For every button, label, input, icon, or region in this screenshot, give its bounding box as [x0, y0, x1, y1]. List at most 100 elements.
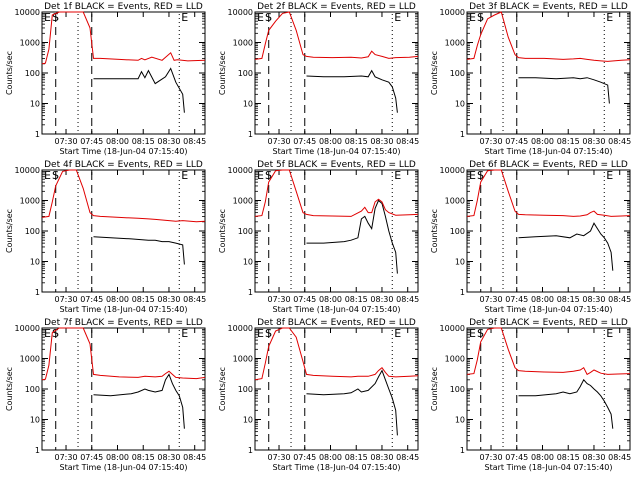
x-axis-label: Start Time (18-Jun-04 07:15:40): [273, 463, 401, 472]
marker-label-start: E: [257, 169, 264, 182]
y-tick-label: 10: [30, 100, 40, 109]
lld-series-line: [466, 11, 631, 62]
y-axis-label: Counts/sec: [430, 209, 439, 253]
y-axis-label: Counts/sec: [430, 367, 439, 411]
subplot-5: Det 5f BLACK = Events, RED = LLD 1 10 100 10…: [218, 160, 419, 314]
marker-label-s: S: [265, 11, 272, 24]
events-series-line: [306, 199, 398, 274]
events-series-line: [518, 222, 614, 271]
y-tick-label: 100: [238, 69, 253, 78]
y-axis-label: Counts/sec: [218, 51, 227, 95]
y-tick-label: 1000: [20, 39, 40, 48]
x-tick-label: 08:00: [106, 295, 129, 304]
y-tick-label: 10000: [228, 324, 253, 333]
x-axis-label: Start Time (18-Jun-04 07:15:40): [60, 305, 188, 314]
y-tick-label: 10000: [440, 166, 465, 175]
y-tick-label: 1000: [445, 355, 465, 364]
x-tick-label: 08:00: [106, 453, 129, 462]
axes-frame: [41, 11, 206, 135]
x-tick-label: 08:15: [557, 453, 580, 462]
x-tick-label: 08:45: [396, 295, 419, 304]
plot-title: Det 5f BLACK = Events, RED = LLD: [257, 160, 416, 170]
y-tick-label: 10: [30, 258, 40, 267]
y-axis-label: Counts/sec: [430, 51, 439, 95]
x-tick-label: 08:30: [157, 295, 180, 304]
y-tick-label: 10000: [228, 8, 253, 17]
plot-title: Det 8f BLACK = Events, RED = LLD: [257, 318, 416, 328]
x-tick-label: 08:00: [319, 295, 342, 304]
y-tick-label: 1: [35, 446, 40, 455]
y-tick-label: 10: [455, 258, 465, 267]
x-axis-label: Start Time (18-Jun-04 07:15:40): [485, 147, 613, 156]
axes-frame: [254, 327, 419, 451]
x-tick-label: 08:30: [582, 453, 605, 462]
marker-label-s: S: [52, 327, 59, 340]
x-tick-label: 08:45: [608, 295, 631, 304]
x-tick-label: 08:00: [319, 137, 342, 146]
axes-frame: [466, 327, 631, 451]
marker-label-start: E: [44, 169, 51, 182]
x-tick-label: 07:45: [293, 453, 316, 462]
x-axis-label: Start Time (18-Jun-04 07:15:40): [485, 463, 613, 472]
marker-label-end: E: [394, 11, 401, 24]
y-tick-label: 1: [248, 130, 253, 139]
y-tick-label: 1: [35, 288, 40, 297]
x-tick-label: 07:45: [505, 453, 528, 462]
marker-label-start: E: [469, 169, 476, 182]
y-tick-label: 1: [460, 288, 465, 297]
y-axis-label: Counts/sec: [218, 209, 227, 253]
plot-title: Det 7f BLACK = Events, RED = LLD: [44, 318, 203, 328]
x-tick-label: 08:00: [531, 137, 554, 146]
lld-series-line: [466, 169, 631, 217]
lld-series-line: [254, 327, 419, 381]
marker-label-end: E: [606, 169, 613, 182]
x-tick-label: 08:00: [106, 137, 129, 146]
x-tick-label: 07:30: [54, 453, 77, 462]
y-tick-label: 1000: [20, 355, 40, 364]
plot-title: Det 2f BLACK = Events, RED = LLD: [257, 2, 416, 12]
subplot-8: Det 8f BLACK = Events, RED = LLD 1 10 100 10…: [218, 318, 419, 472]
x-axis-label: Start Time (18-Jun-04 07:15:40): [273, 147, 401, 156]
subplot-1: Det 1f BLACK = Events, RED = LLD 1 10 100 10…: [5, 2, 206, 156]
x-tick-label: 07:30: [267, 453, 290, 462]
subplot-6: Det 6f BLACK = Events, RED = LLD 1 10 100 10…: [430, 160, 631, 314]
y-axis-label: Counts/sec: [218, 367, 227, 411]
subplot-3: Det 3f BLACK = Events, RED = LLD 1 10 100 10…: [430, 2, 631, 156]
axes-frame: [466, 169, 631, 293]
x-tick-label: 08:45: [183, 453, 206, 462]
marker-label-end: E: [394, 169, 401, 182]
plot-title: Det 4f BLACK = Events, RED = LLD: [44, 160, 203, 170]
y-tick-label: 10: [455, 100, 465, 109]
y-tick-label: 1000: [20, 197, 40, 206]
marker-label-s: S: [52, 169, 59, 182]
x-tick-label: 07:45: [80, 295, 103, 304]
x-tick-label: 08:45: [396, 453, 419, 462]
marker-label-s: S: [265, 169, 272, 182]
marker-label-start: E: [44, 11, 51, 24]
x-tick-label: 08:15: [132, 453, 155, 462]
events-series-line: [518, 378, 614, 429]
x-tick-label: 08:30: [370, 453, 393, 462]
x-tick-label: 08:30: [370, 295, 393, 304]
lld-series-line: [254, 169, 419, 217]
y-tick-label: 10000: [15, 8, 40, 17]
marker-label-end: E: [181, 169, 188, 182]
marker-label-s: S: [477, 327, 484, 340]
events-series-line: [93, 67, 185, 113]
x-tick-label: 07:30: [54, 137, 77, 146]
x-tick-label: 08:45: [608, 453, 631, 462]
x-tick-label: 07:30: [479, 453, 502, 462]
y-tick-label: 10: [243, 416, 253, 425]
x-tick-label: 08:15: [345, 295, 368, 304]
y-tick-label: 10: [243, 100, 253, 109]
x-tick-label: 07:30: [479, 295, 502, 304]
x-tick-label: 08:30: [157, 453, 180, 462]
y-tick-label: 100: [450, 227, 465, 236]
axes-frame: [41, 169, 206, 293]
marker-label-s: S: [265, 327, 272, 340]
marker-label-end: E: [606, 327, 613, 340]
x-tick-label: 08:30: [582, 137, 605, 146]
plot-title: Det 9f BLACK = Events, RED = LLD: [469, 318, 628, 328]
y-tick-label: 10: [455, 416, 465, 425]
x-tick-label: 07:30: [267, 137, 290, 146]
